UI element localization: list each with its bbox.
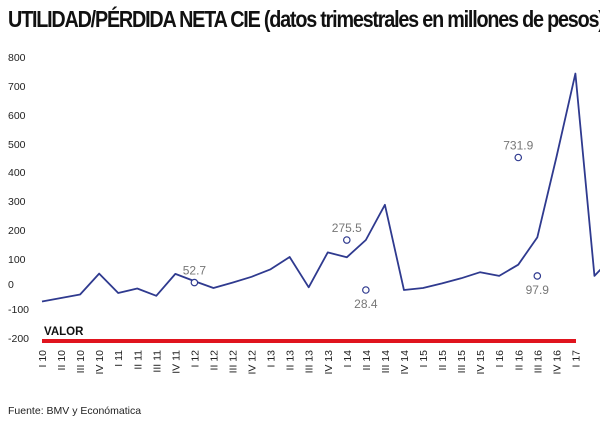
baseline-bar (42, 339, 576, 343)
source-note: Fuente: BMV y Económatica (8, 405, 142, 417)
x-tick-label: IV 15 (475, 350, 487, 375)
data-label: 52.7 (183, 264, 207, 278)
data-point-marker (533, 272, 542, 280)
y-tick-label: 100 (8, 254, 26, 266)
x-tick-label: III 11 (151, 350, 163, 373)
x-tick-label: I 12 (189, 350, 201, 368)
x-tick-label: II 13 (285, 350, 297, 371)
x-tick-label: IV 14 (399, 350, 411, 375)
x-tick-label: I 14 (342, 350, 354, 368)
x-tick-label: IV 11 (170, 350, 182, 374)
y-tick-label: -200 (8, 333, 29, 345)
x-tick-label: II 14 (361, 350, 373, 371)
x-tick-label: III 16 (532, 350, 544, 374)
x-tick-label: IV 12 (247, 350, 259, 375)
x-tick-label: III 13 (304, 350, 316, 374)
x-tick-label: II 11 (132, 350, 144, 370)
y-tick-label: 600 (8, 110, 26, 122)
x-tick-label: I 15 (418, 350, 430, 368)
data-point-marker (190, 278, 199, 287)
x-tick-label: III 14 (380, 350, 392, 374)
y-tick-label: 0 (8, 279, 14, 291)
y-tick-label: 800 (8, 52, 26, 64)
x-tick-label: IV 16 (551, 350, 563, 375)
y-tick-label: -100 (8, 304, 29, 316)
data-label: 275.5 (332, 221, 362, 235)
chart-title: UTILIDAD/PÉRDIDA NETA CIE (datos trimest… (8, 6, 600, 32)
x-tick-label: II 16 (513, 350, 525, 371)
baseline-label: VALOR (44, 326, 84, 338)
x-tick-label: IV 10 (94, 350, 106, 375)
data-point-marker (362, 286, 370, 294)
x-tick-label: II 10 (56, 350, 68, 371)
y-tick-label: 200 (8, 225, 26, 237)
data-label: 97.9 (526, 283, 550, 297)
x-tick-label: I 10 (37, 350, 49, 368)
x-tick-label: I 11 (113, 350, 125, 367)
x-tick-label: II 15 (437, 350, 449, 371)
data-point-marker (342, 236, 351, 244)
data-label: 28.4 (354, 297, 378, 311)
y-tick-label: 500 (8, 139, 26, 151)
y-tick-label: 400 (8, 167, 26, 179)
y-tick-label: 700 (8, 81, 26, 93)
x-tick-label: III 12 (228, 350, 240, 374)
y-tick-label: 300 (8, 196, 26, 208)
x-tick-label: III 15 (456, 350, 468, 374)
x-tick-label: I 16 (494, 350, 506, 368)
x-tick-label: IV 13 (323, 350, 335, 375)
data-label: 731.9 (503, 139, 533, 153)
x-tick-label: I 17 (570, 350, 582, 368)
x-tick-label: I 13 (266, 350, 278, 368)
x-tick-label: II 12 (208, 350, 220, 371)
data-point-marker (514, 153, 523, 162)
x-tick-label: III 10 (75, 350, 87, 374)
series-line (41, 72, 600, 303)
